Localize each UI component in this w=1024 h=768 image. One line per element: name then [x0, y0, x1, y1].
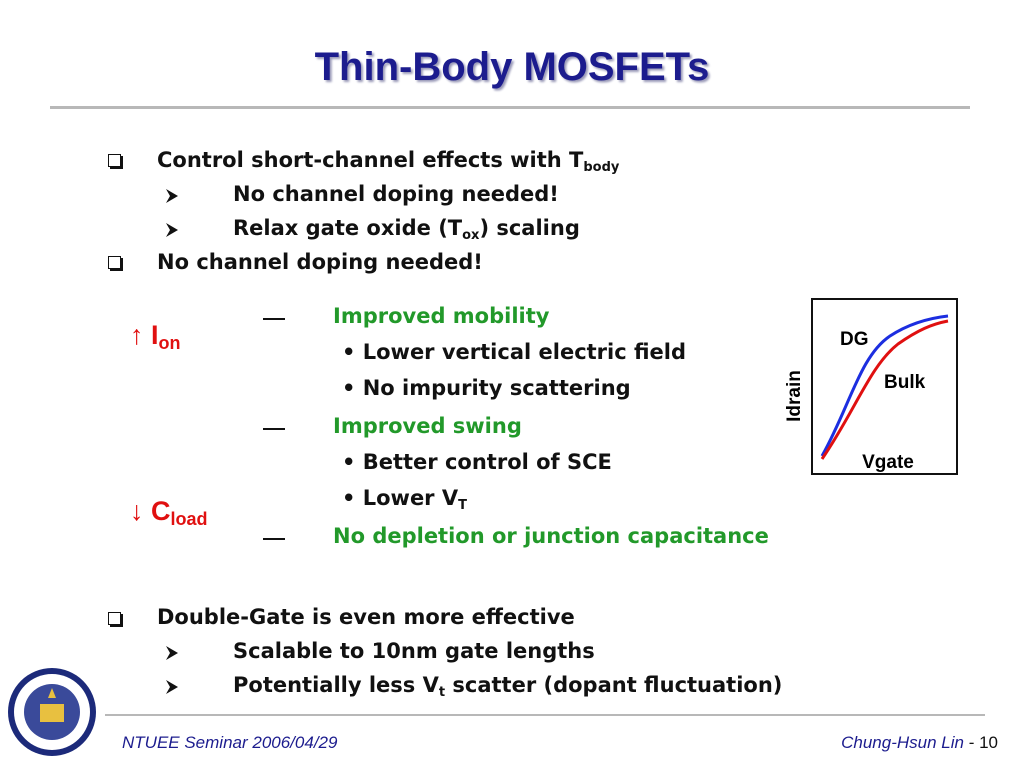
subscript: body [583, 160, 620, 175]
sub-point: Scalable to 10nm gate lengths [233, 639, 595, 663]
author: Chung-Hsun Lin [841, 733, 964, 752]
bullet-box [108, 612, 121, 625]
subscript: ox [462, 228, 480, 243]
seal-logo [8, 668, 96, 756]
detail: • No impurity scattering [342, 376, 631, 400]
text: Better control of SCE [362, 450, 612, 474]
text: Control short-channel effects with T [157, 148, 584, 172]
y-label: Idrain [784, 370, 805, 422]
text: Lower vertical electric field [362, 340, 687, 364]
title: Thin-Body MOSFETs [314, 45, 710, 89]
sub-point: Potentially less Vt scatter (dopant fluc… [233, 673, 782, 700]
detail: • Lower vertical electric field [342, 340, 687, 364]
point: Control short-channel effects with Tbody [157, 148, 619, 175]
text: Double-Gate is even more effective [157, 605, 575, 629]
detail: • Lower VT [342, 486, 467, 513]
text: ↑ I [130, 320, 159, 350]
dash [263, 538, 285, 540]
gain-label: ↓ Cload [130, 496, 208, 530]
arrow-bullet [166, 646, 178, 660]
text: Relax gate oxide (T [233, 216, 463, 240]
bullet-box [108, 256, 121, 269]
detail: • Better control of SCE [342, 450, 612, 474]
page-number: - 10 [963, 733, 998, 752]
effect-heading: Improved swing [333, 414, 522, 438]
dash [263, 428, 285, 430]
gain-label: ↑ Ion [130, 320, 181, 354]
footer-rule [105, 714, 985, 716]
point: Double-Gate is even more effective [157, 605, 575, 629]
x-label: Vgate [862, 452, 914, 473]
subscript: T [458, 498, 467, 513]
text: No channel doping needed! [233, 182, 559, 206]
sub-point: No channel doping needed! [233, 182, 559, 206]
effect-heading: No depletion or junction capacitance [333, 524, 769, 548]
footer-right: Chung-Hsun Lin - 10 [841, 733, 998, 753]
text: ) scaling [479, 216, 580, 240]
arrow-bullet [166, 223, 178, 237]
inset-plot: DG Bulk Idrain Vgate [784, 298, 958, 475]
arrow-bullet [166, 680, 178, 694]
text: scatter (dopant fluctuation) [445, 673, 783, 697]
sub-point: Relax gate oxide (Tox) scaling [233, 216, 580, 243]
bulk-curve [820, 319, 949, 460]
bullet-box [108, 154, 121, 167]
text: Lower V [362, 486, 459, 510]
effect-heading: Improved mobility [333, 304, 550, 328]
subscript: load [170, 509, 208, 529]
dash [263, 318, 285, 320]
point: No channel doping needed! [157, 250, 483, 274]
subscript: t [438, 685, 446, 700]
text: No channel doping needed! [157, 250, 483, 274]
title-rule [50, 106, 970, 109]
text: ↓ C [130, 496, 171, 526]
inset-frame [811, 298, 958, 475]
arrow-bullet [166, 189, 178, 203]
text: Potentially less V [233, 673, 439, 697]
footer-left: NTUEE Seminar 2006/04/29 [122, 733, 338, 752]
subscript: on [158, 333, 181, 353]
curve-label: Bulk [884, 372, 926, 393]
text: No impurity scattering [362, 376, 631, 400]
curve-label: DG [840, 329, 869, 350]
dg-curve [820, 314, 949, 457]
text: Scalable to 10nm gate lengths [233, 639, 595, 663]
